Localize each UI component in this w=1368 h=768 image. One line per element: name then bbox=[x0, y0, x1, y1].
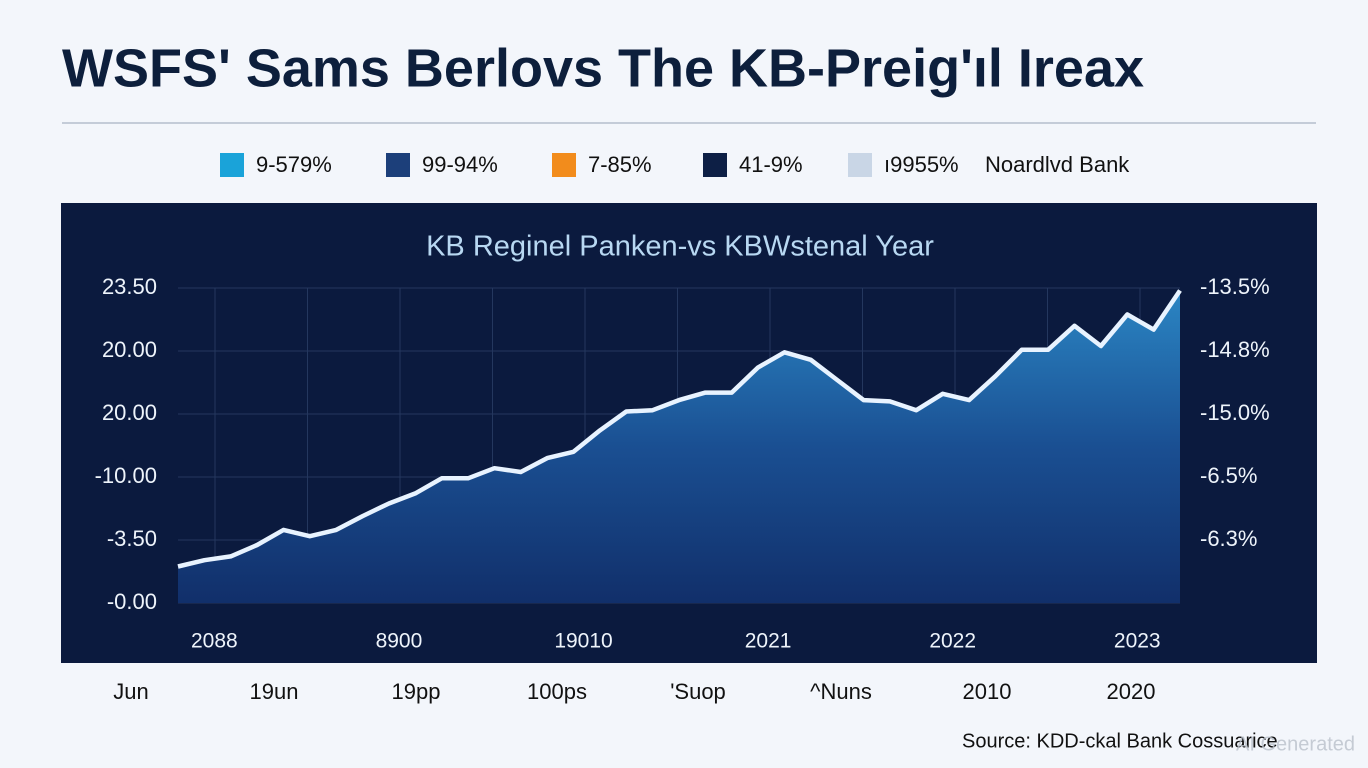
legend-swatch bbox=[552, 153, 576, 177]
outer-x-label: 'Suop bbox=[670, 679, 726, 704]
legend-swatch bbox=[848, 153, 872, 177]
source: Source: KDD-ckal Bank Cossuarice bbox=[962, 730, 1278, 752]
line bbox=[177, 289, 1182, 569]
legend-label: 41-9% bbox=[739, 152, 803, 177]
area bbox=[178, 290, 1180, 603]
y2-tick-label: -13.5% bbox=[1200, 274, 1270, 299]
legend-label: 7-85% bbox=[588, 152, 652, 177]
legend-swatch bbox=[703, 153, 727, 177]
x-tick-label: 8900 bbox=[376, 630, 423, 653]
legend: 9-579% 99-94% 7-85% 41-9% ı9955% Noardlvd Ban… bbox=[220, 152, 1130, 177]
y-tick-label: -10.00 bbox=[95, 463, 157, 488]
x-tick-label: 2088 bbox=[191, 630, 238, 653]
y2-tick-label: -14.8% bbox=[1200, 337, 1270, 362]
x-tick-label: 2021 bbox=[745, 630, 792, 653]
y-tick-label: 20.00 bbox=[102, 337, 157, 362]
legend-label: 99-94% bbox=[422, 152, 498, 177]
y-tick-label: 20.00 bbox=[102, 400, 157, 425]
outer-x-label: 2010 bbox=[963, 679, 1012, 704]
x-tick-label: 2022 bbox=[929, 630, 976, 653]
legend-label: ı9955% bbox=[884, 152, 959, 177]
y2-tick-label: -15.0% bbox=[1200, 400, 1270, 425]
plot: -0.00 -3.50 -10.00 20.00 20.00 23.50 -6.3% -6.5… bbox=[95, 274, 1270, 653]
y-tick-label: 23.50 bbox=[102, 274, 157, 299]
y-tick-label: -3.50 bbox=[107, 526, 157, 551]
outer-x-label: ^Nuns bbox=[810, 679, 872, 704]
y2-tick-label: -6.5% bbox=[1200, 463, 1257, 488]
watermark: AI Generated bbox=[1236, 733, 1355, 755]
legend-swatch bbox=[386, 153, 410, 177]
legend-label: 9-579% bbox=[256, 152, 332, 177]
y-tick-label: -0.00 bbox=[107, 589, 157, 614]
x-tick-label: 19010 bbox=[554, 630, 612, 653]
outer-x-label: 19un bbox=[250, 679, 299, 704]
x-tick-label: 2023 bbox=[1114, 630, 1161, 653]
chart-title: WSFS' Sams Berlovs The KB-Preig'ıl Ireax bbox=[62, 38, 1144, 98]
outer-x-label: 2020 bbox=[1107, 679, 1156, 704]
legend-note: Noardlvd Bank bbox=[985, 152, 1130, 177]
y2-tick-label: -6.3% bbox=[1200, 526, 1257, 551]
outer-x-label: 100ps bbox=[527, 679, 587, 704]
outer-x-label: 19pp bbox=[392, 679, 441, 704]
legend-swatch bbox=[220, 153, 244, 177]
chart-subtitle: KB Reginel Panken-vs KBWstenal Year bbox=[426, 231, 934, 263]
outer-x-label: Jun bbox=[113, 679, 148, 704]
